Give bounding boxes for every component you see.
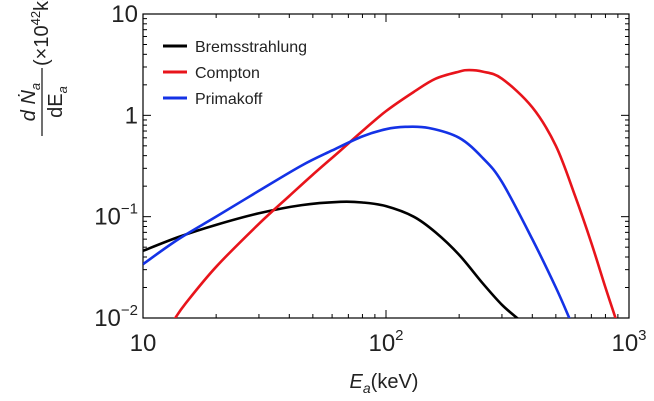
y-tick-label: 1 <box>125 102 138 129</box>
plot-area <box>142 13 630 319</box>
series-line-compton <box>173 68 617 318</box>
y-tick-label: 10 <box>111 1 138 28</box>
x-tick-labels: 10 102 103 <box>130 327 647 357</box>
x-tick-label: 103 <box>611 327 646 357</box>
axis-ticks <box>142 13 630 319</box>
series-lines <box>143 68 617 318</box>
svg-text:d Ṅa: d Ṅa <box>18 83 43 121</box>
legend-label-bremsstrahlung: Bremsstrahlung <box>195 39 307 56</box>
series-line-primakoff <box>143 125 571 318</box>
x-tick-label: 102 <box>368 327 403 357</box>
series-line-bremsstrahlung <box>143 200 520 318</box>
svg-text:(×1042keV−1s−1): (×1042keV−1s−1) <box>28 0 53 66</box>
x-axis-label: Ea(keV) <box>350 371 419 396</box>
y-tick-label: 10−2 <box>94 302 138 332</box>
legend: Bremsstrahlung Compton Primakoff <box>163 39 307 108</box>
x-tick-label: 10 <box>130 330 157 357</box>
legend-label-compton: Compton <box>195 65 260 82</box>
y-axis-label: d Ṅa dEa (×1042keV−1s−1) <box>18 0 70 136</box>
svg-text:dEa: dEa <box>45 86 70 118</box>
y-tick-labels: 10−2 10−1 1 10 <box>94 1 138 332</box>
legend-label-primakoff: Primakoff <box>195 91 263 108</box>
y-tick-label: 10−1 <box>94 201 138 231</box>
